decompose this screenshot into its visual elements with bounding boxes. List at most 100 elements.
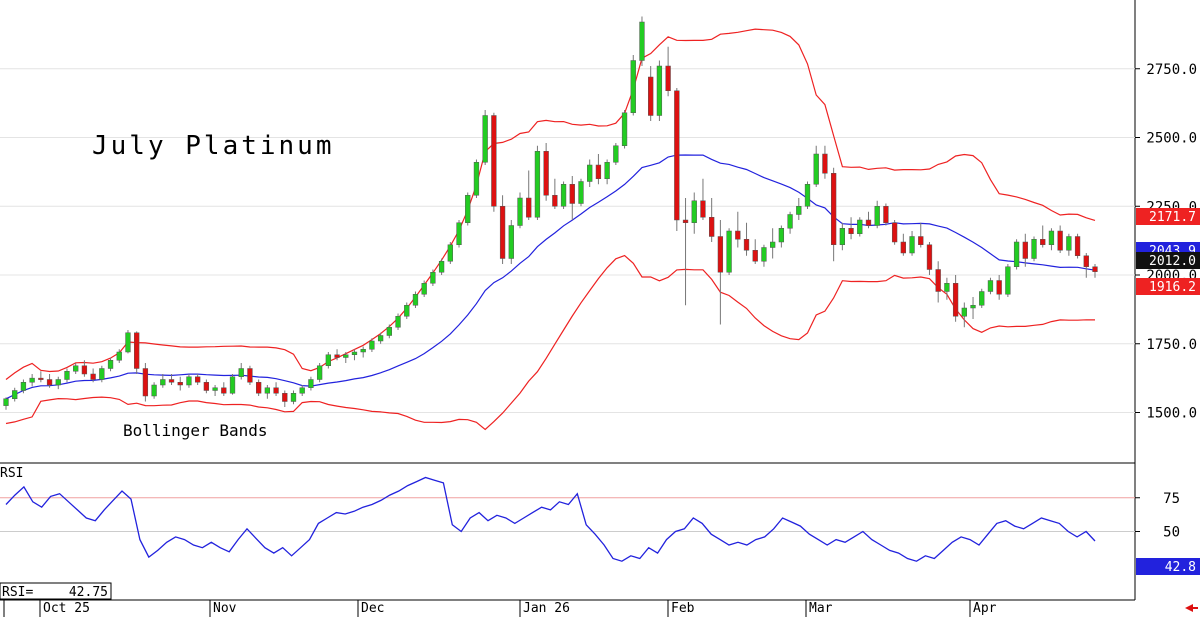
candle-body [1066,236,1072,251]
candle-body [203,382,210,391]
candle [961,302,967,328]
candle-body [813,153,819,185]
candle-body [796,206,802,215]
candle [299,385,305,396]
candle-body [38,377,44,380]
candle [107,357,114,372]
candle [447,242,453,264]
candle-body [848,228,854,234]
candle-body [770,241,776,248]
candle-body [186,376,192,386]
candle-body [273,387,279,394]
candle-body [334,354,340,358]
candle [770,228,776,259]
candle-body [404,305,410,317]
candle-body [717,236,724,273]
candle-body [787,214,793,229]
candle-body [256,382,262,394]
price-tick-label: 1500.0 [1146,406,1197,422]
x-tick-label: Dec [361,601,384,616]
candle [134,331,140,374]
candle-body [290,393,297,402]
candle [508,220,514,264]
candle-body [822,153,828,174]
candle [499,195,506,264]
candle-body [944,283,950,292]
candle-body [142,368,149,397]
candle-body [456,222,462,245]
candle [804,181,811,209]
lower-band-line [5,254,1096,431]
candle-body [351,351,358,355]
candle [1040,225,1046,248]
candle [979,288,985,308]
bollinger-annotation: Bollinger Bands [123,421,268,440]
candle-body [369,340,375,350]
candle [151,382,157,399]
candle [438,258,445,275]
candle [412,291,419,308]
candle-body [325,354,331,366]
candle-body [195,376,201,383]
candle-body [918,236,924,245]
candle-body [682,219,689,223]
candle-body [665,65,671,91]
candle [456,220,462,248]
candle [726,228,732,275]
candle-body [386,327,392,336]
candle [613,143,619,165]
candle [395,313,401,330]
candle-body [491,115,497,207]
candle-body [29,377,35,383]
rsi-last-tag: 42.8 [1136,558,1200,575]
candle [543,143,549,201]
candle-body [229,376,236,394]
x-tick-label: Oct 25 [43,601,90,616]
candle-body [1083,255,1089,267]
candle [55,376,61,390]
candle [421,280,427,297]
candle [926,242,933,275]
candle [142,363,149,402]
candle [944,277,950,300]
x-tick-label: Mar [809,601,833,616]
candle-body [656,65,663,116]
candle-body [883,206,889,223]
candle [116,349,122,363]
candle-body [116,351,122,361]
candle [282,390,288,407]
candle-body [282,393,288,402]
candle-body [430,272,436,284]
candle [125,330,131,354]
candle-body [99,368,105,380]
candle [526,170,532,220]
chart-title: July Platinum [92,131,335,161]
candle [621,110,628,149]
candle [778,225,785,248]
close-price-tag: 2012.0 [1136,252,1200,269]
candle [674,88,680,231]
candle-body [761,247,767,262]
candle-body [839,228,845,245]
candle [308,376,314,391]
candle [73,363,79,374]
candle [918,222,924,248]
candle [404,302,410,319]
candle [761,244,767,267]
candle [465,192,471,226]
candle-body [299,387,305,394]
candle-body [891,222,898,243]
candle [952,275,959,322]
candle-body [526,197,532,218]
candle [1005,264,1011,297]
lower-band-tag: 1916.2 [1136,278,1200,295]
rsi-grid [0,497,1135,532]
scroll-arrow-icon[interactable] [1185,604,1198,612]
candle-body [578,181,584,204]
candle-body [700,200,706,218]
candle [595,154,602,185]
candle-body [726,230,732,273]
candle-body [360,349,366,353]
candle-body [308,379,314,388]
